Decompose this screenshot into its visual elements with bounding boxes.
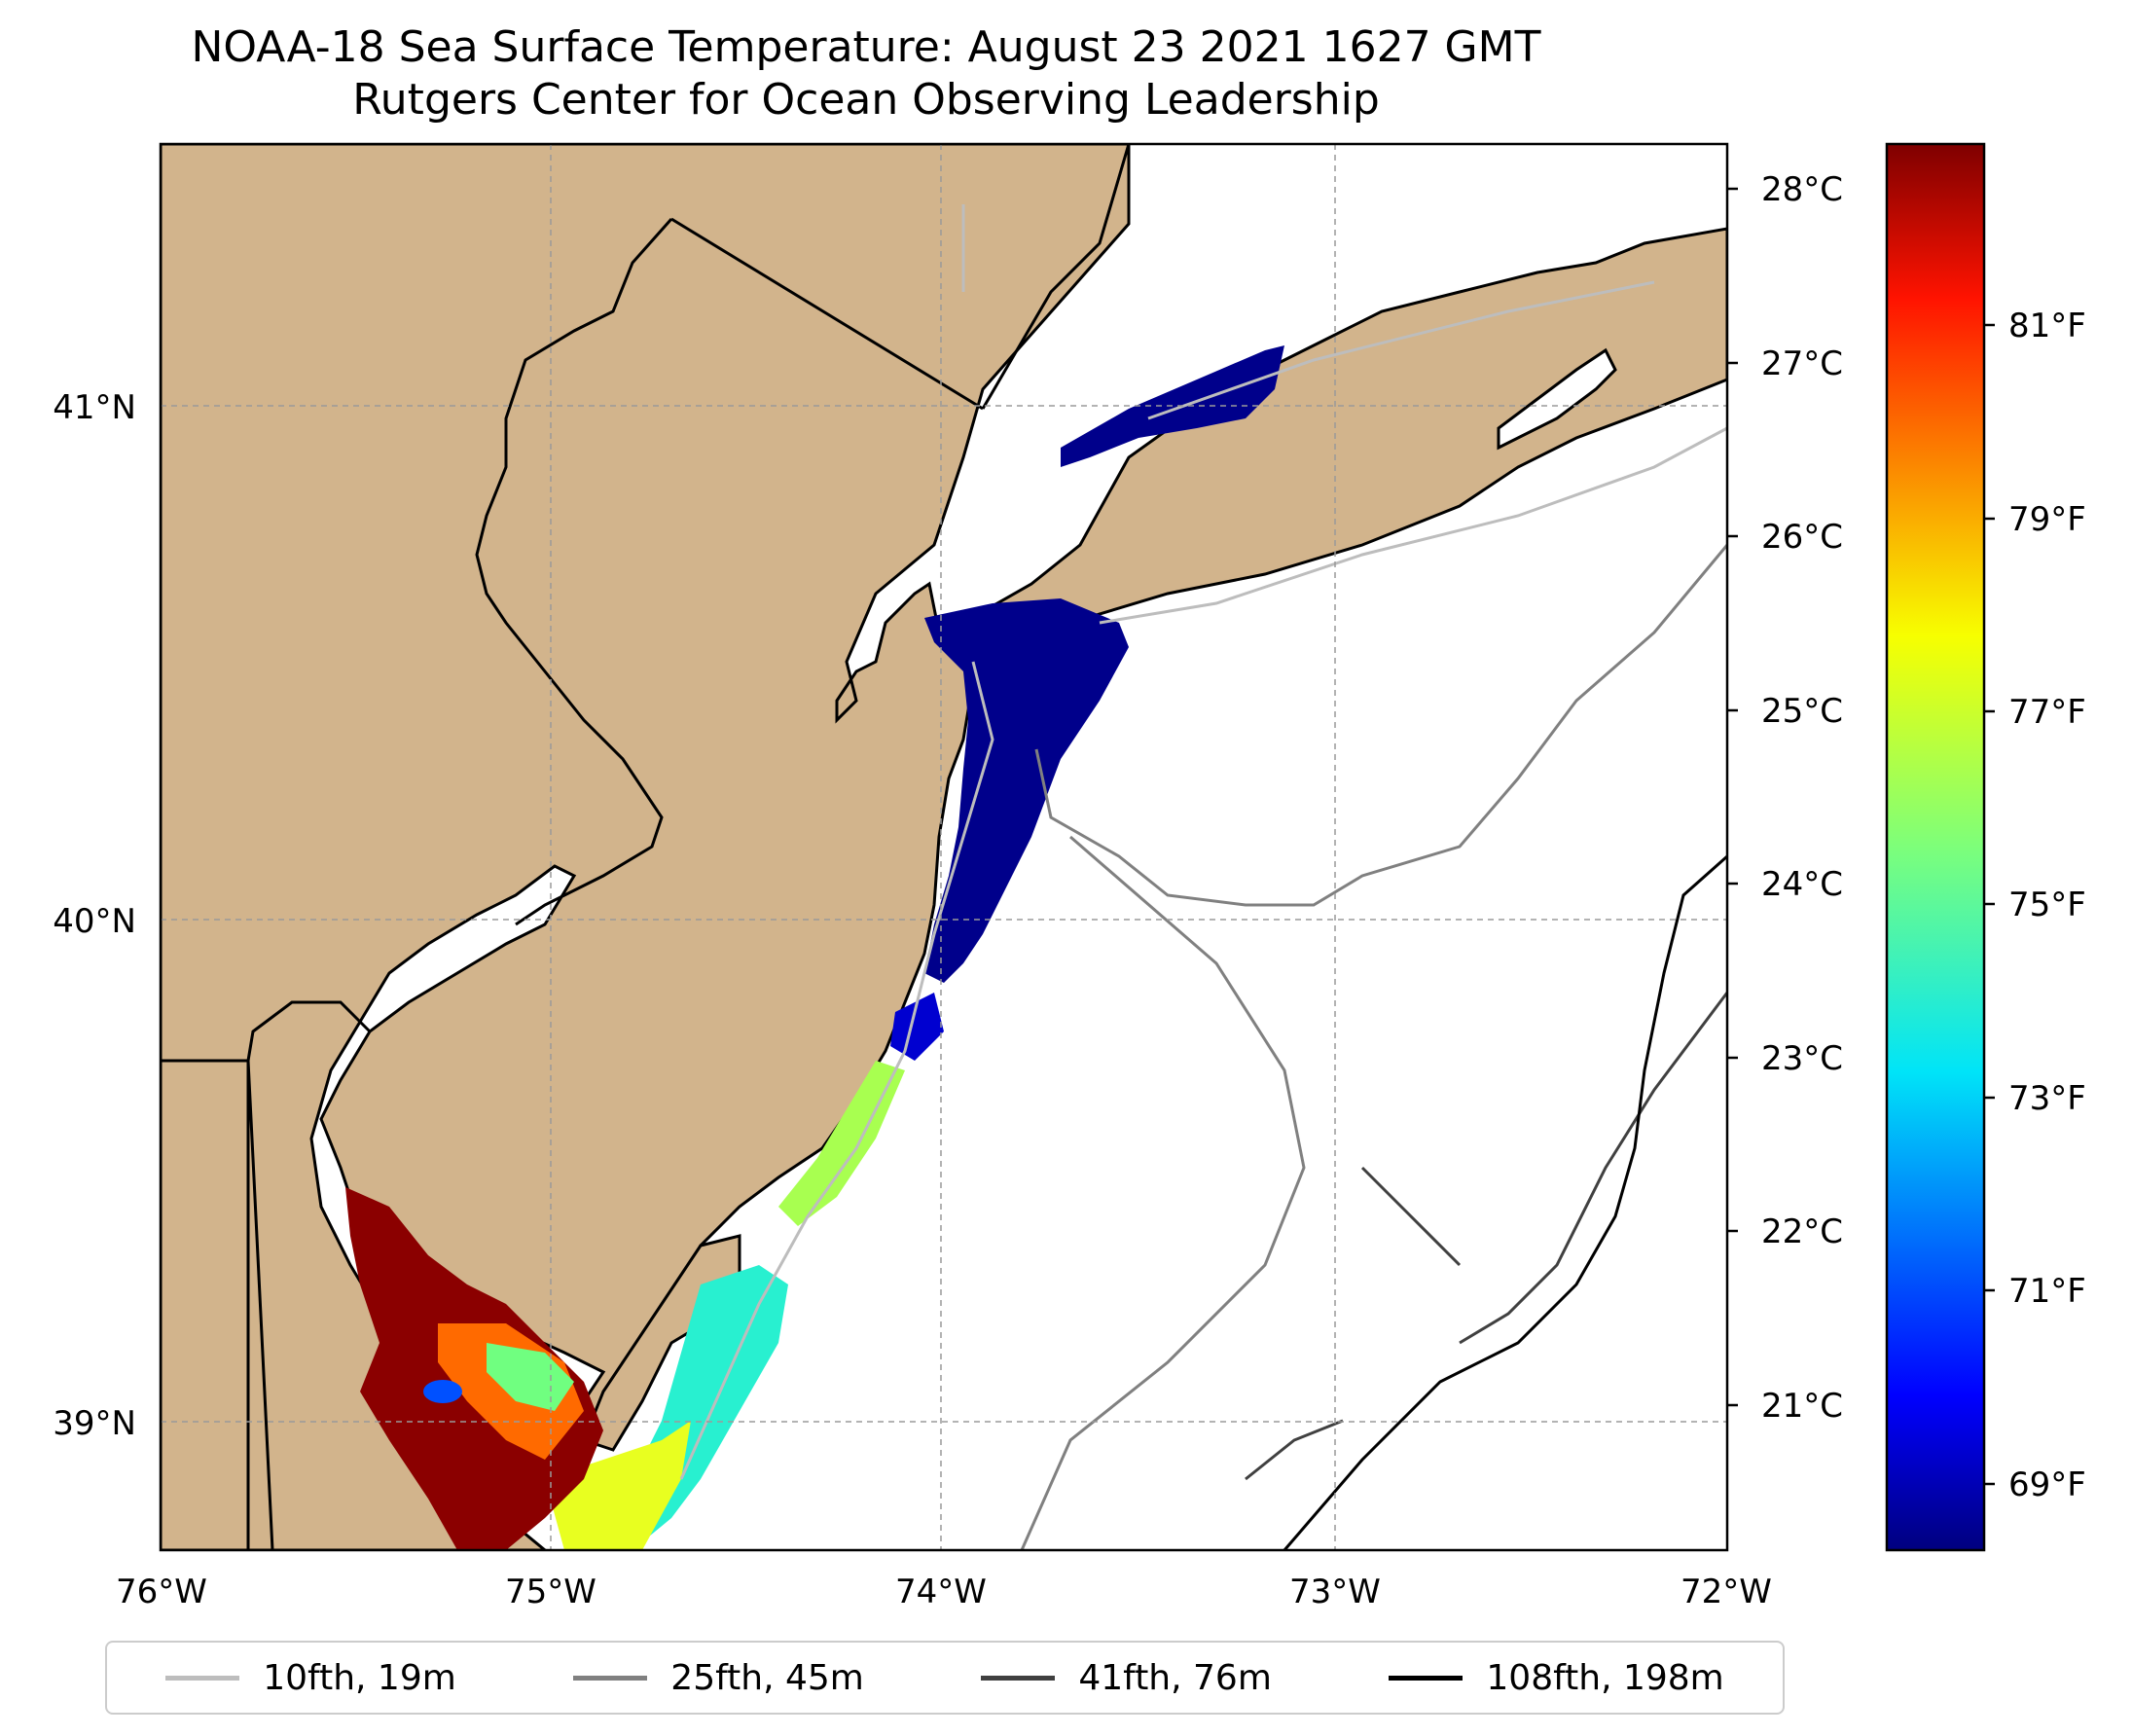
- title-line-2: Rutgers Center for Ocean Observing Leade…: [352, 75, 1380, 125]
- legend-item-41fth: 41fth, 76m: [981, 1658, 1272, 1698]
- lat-tick-label: 40°N: [53, 902, 136, 941]
- celsius-tick-label: 22°C: [1761, 1212, 1843, 1251]
- isobath-108fth: [1283, 854, 1727, 1550]
- map-title: NOAA-18 Sea Surface Temperature: August …: [0, 21, 1732, 127]
- legend-item-108fth: 108fth, 198m: [1389, 1657, 1724, 1698]
- lat-tick-label: 41°N: [53, 388, 136, 427]
- colorbar-fahrenheit-labels: 81°F 79°F 77°F 75°F 73°F 71°F 69°F: [2008, 307, 2086, 1504]
- title-line-1: NOAA-18 Sea Surface Temperature: August …: [191, 22, 1541, 72]
- lon-tick-label: 76°W: [116, 1573, 207, 1611]
- isobath-10fth: [679, 204, 1727, 1480]
- legend-swatch: [1389, 1675, 1463, 1681]
- lat-tick-labels: 41°N 40°N 39°N: [53, 388, 136, 1443]
- legend-label: 25fth, 45m: [670, 1657, 864, 1698]
- colorbar: [1885, 142, 1986, 1552]
- legend-label: 10fth, 19m: [263, 1657, 456, 1698]
- fahrenheit-tick-label: 79°F: [2008, 500, 2086, 539]
- fahrenheit-tick-label: 75°F: [2008, 886, 2086, 924]
- celsius-tick-label: 26°C: [1761, 518, 1843, 557]
- lon-tick-labels: 76°W 75°W 74°W 73°W 72°W: [116, 1573, 1772, 1611]
- sst-mid-coast: [778, 1061, 905, 1226]
- legend-swatch: [165, 1675, 240, 1681]
- sst-green-delaware-bay: [487, 1343, 574, 1411]
- lon-tick-label: 74°W: [895, 1573, 987, 1611]
- legend-swatch: [981, 1675, 1056, 1681]
- isobath-legend: 10fth, 19m 25fth, 45m 41fth, 76m 108fth,…: [105, 1641, 1785, 1715]
- lon-tick-label: 75°W: [505, 1573, 596, 1611]
- map-content: [161, 144, 1727, 1550]
- fahrenheit-tick-label: 73°F: [2008, 1079, 2086, 1118]
- isobath-41fth: [1245, 992, 1727, 1481]
- lon-tick-label: 72°W: [1680, 1573, 1772, 1611]
- celsius-tick-label: 24°C: [1761, 865, 1843, 904]
- fahrenheit-tick-label: 71°F: [2008, 1272, 2086, 1311]
- lon-tick-label: 73°W: [1289, 1573, 1381, 1611]
- colorbar-celsius-labels: 28°C 27°C 26°C 25°C 24°C 23°C 22°C 21°C: [1761, 170, 1843, 1426]
- legend-item-10fth: 10fth, 19m: [165, 1658, 456, 1698]
- fahrenheit-ticks: [1984, 323, 1995, 1486]
- state-borders: [165, 144, 1131, 1550]
- sst-cold-south-nj: [890, 993, 944, 1061]
- legend-swatch: [573, 1675, 648, 1681]
- celsius-tick-label: 25°C: [1761, 692, 1843, 731]
- water-peconic: [1497, 347, 1617, 451]
- celsius-tick-label: 28°C: [1761, 170, 1843, 209]
- fahrenheit-tick-label: 69°F: [2008, 1465, 2086, 1504]
- gridlines: [161, 144, 1727, 1550]
- land-delaware: [161, 1059, 250, 1550]
- legend-item-25fth: 25fth, 45m: [573, 1658, 864, 1698]
- legend-label: 41fth, 76m: [1078, 1657, 1272, 1698]
- isobath-25fth: [1020, 544, 1727, 1550]
- map-frame: [159, 142, 1729, 1552]
- sst-cold-ny-bight: [924, 598, 1129, 983]
- legend-label: 108fth, 198m: [1486, 1657, 1724, 1698]
- celsius-ticks: [1727, 187, 1738, 1407]
- sst-blue-spot: [423, 1380, 462, 1403]
- lat-tick-label: 39°N: [53, 1404, 136, 1443]
- sst-yellow-cape-may: [545, 1421, 691, 1550]
- celsius-tick-label: 23°C: [1761, 1039, 1843, 1078]
- celsius-tick-label: 21°C: [1761, 1387, 1843, 1426]
- fahrenheit-tick-label: 81°F: [2008, 307, 2086, 345]
- celsius-tick-label: 27°C: [1761, 344, 1843, 383]
- fahrenheit-tick-label: 77°F: [2008, 693, 2086, 732]
